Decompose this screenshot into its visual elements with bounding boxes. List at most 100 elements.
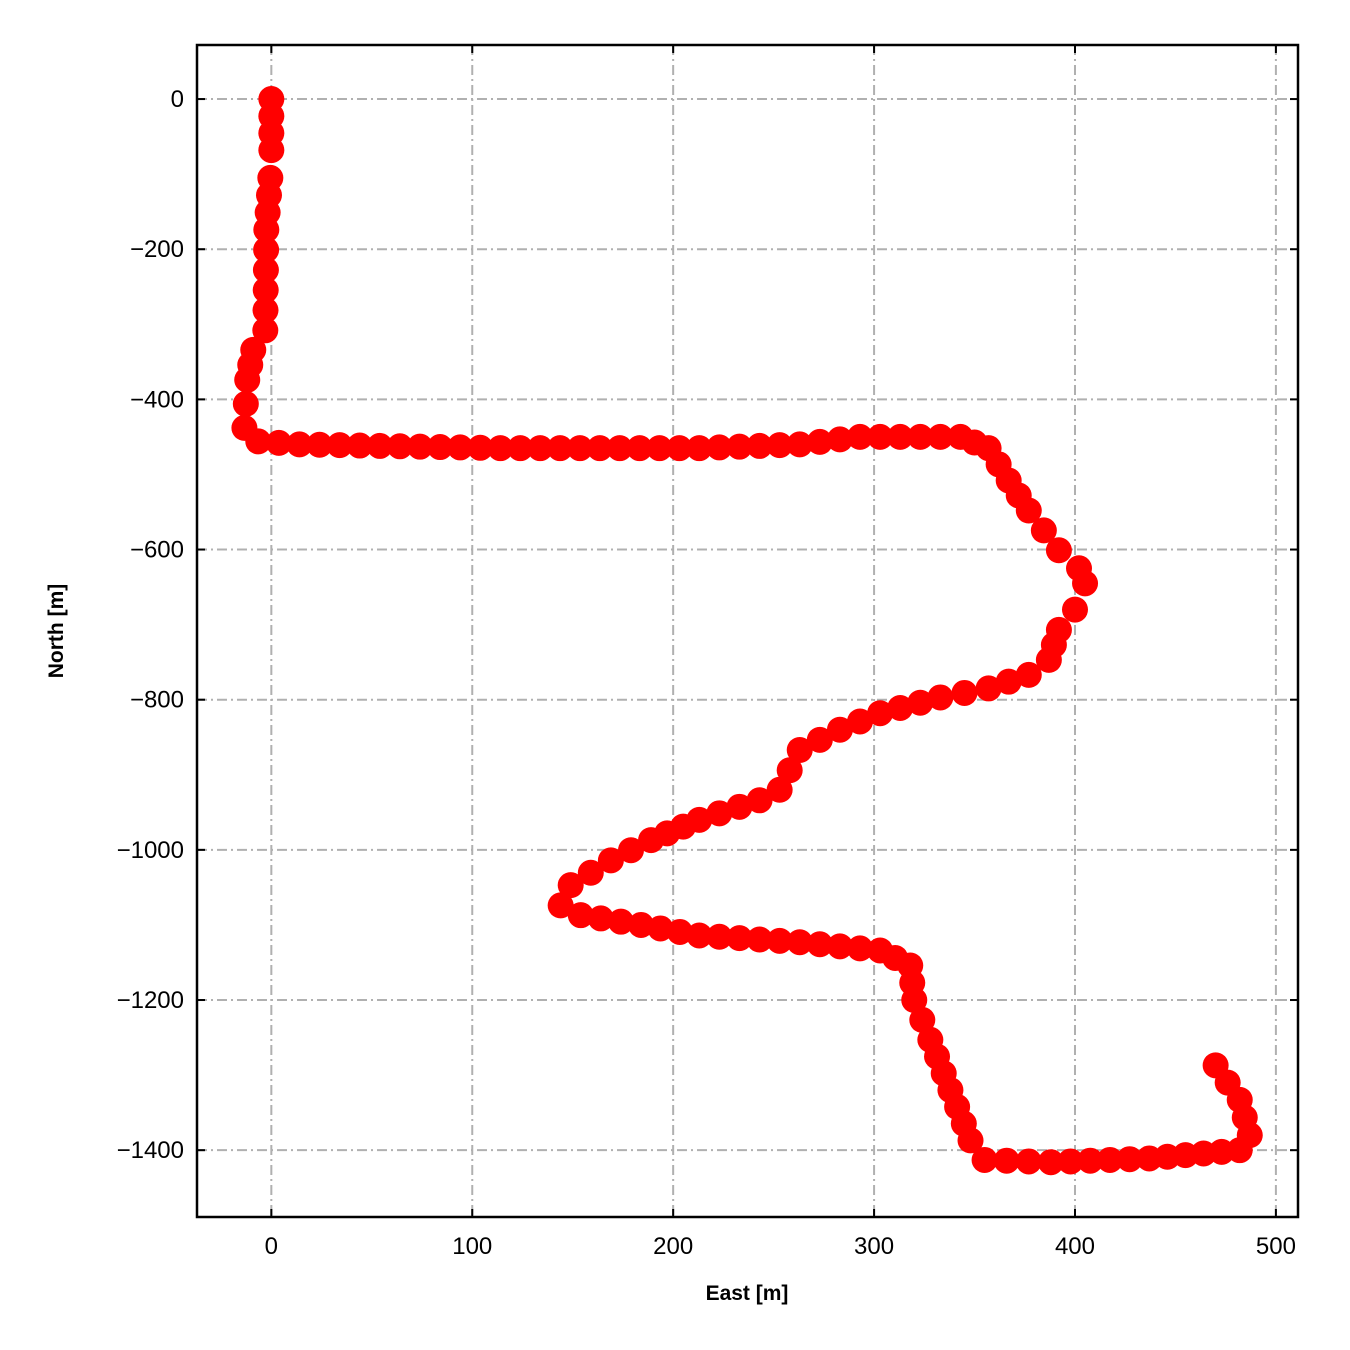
trajectory-point [252,297,279,324]
trajectory-point [265,429,292,456]
trajectory-point [587,905,614,932]
trajectory-point [1030,517,1057,544]
trajectory-point [646,435,673,462]
trajectory-point [927,684,954,711]
trajectory-point [1096,1146,1123,1173]
x-tick-label: 500 [1256,1233,1296,1260]
trajectory-points [231,86,1263,1176]
trajectory-point [258,137,285,164]
trajectory-point [366,432,393,459]
trajectory-point [566,435,593,462]
trajectory-point [638,827,665,854]
trajectory-point [766,776,793,803]
trajectory-point [726,793,753,820]
trajectory-point [232,390,259,417]
trajectory-point [628,911,655,938]
trajectory-point [907,423,934,450]
trajectory-point [806,726,833,753]
trajectory-point [746,926,773,953]
trajectory-point [995,668,1022,695]
grid [197,45,1298,1217]
trajectory-point [927,423,954,450]
trajectory-point [786,929,813,956]
x-tick-label: 400 [1055,1233,1095,1260]
trajectory-point [252,256,279,283]
trajectory-point [971,1146,998,1173]
ticks: 0 100 200 300 400 500 0 −200 −400 −600 −800 −1000 −1… [117,45,1298,1260]
trajectory-point [567,902,594,929]
trajectory-point [1202,1052,1229,1079]
trajectory-point [617,837,644,864]
trajectory-point [746,787,773,814]
trajectory-point [826,426,853,453]
x-tick-label: 300 [854,1233,894,1260]
y-tick-label: −200 [130,236,184,263]
trajectory-point [597,847,624,874]
y-tick-label: −1000 [117,837,184,864]
trajectory-point [1072,570,1099,597]
y-tick-label: 0 [171,86,184,113]
trajectory-point [901,987,928,1014]
trajectory-point [993,1147,1020,1174]
trajectory-point [346,432,373,459]
trajectory-point [957,1127,984,1154]
trajectory-point [826,933,853,960]
y-tick-label: −800 [130,687,184,714]
trajectory-point [252,317,279,344]
trajectory-point [907,689,934,716]
trajectory-point [1015,1148,1042,1175]
trajectory-point [776,757,803,784]
trajectory-point [1015,661,1042,688]
trajectory-point [666,918,693,945]
trajectory-point [706,923,733,950]
trajectory-point [647,915,674,942]
trajectory-point [487,435,514,462]
y-tick-label: −1200 [117,987,184,1014]
y-axis-label: North [m] [45,584,68,678]
trajectory-point [507,435,534,462]
trajectory-point [427,434,454,461]
trajectory-point [766,927,793,954]
trajectory-point [253,216,280,243]
trajectory-point [1116,1146,1143,1173]
trajectory-point [806,428,833,455]
trajectory-point [706,434,733,461]
trajectory-point [447,434,474,461]
trajectory-point [746,432,773,459]
trajectory-point [286,431,313,458]
trajectory-point [527,435,554,462]
trajectory-point [847,423,874,450]
trajectory-point [786,737,813,764]
x-axis-label: East [m] [706,1282,789,1305]
trajectory-point [577,859,604,886]
trajectory-point [806,931,833,958]
trajectory-point [326,432,353,459]
y-tick-label: −1400 [117,1137,184,1164]
plot-frame [195,43,1300,1219]
trajectory-point [887,694,914,721]
trajectory-point [867,423,894,450]
trajectory-point [887,423,914,450]
trajectory-point [726,433,753,460]
trajectory-point [909,1006,936,1033]
x-tick-label: 100 [452,1233,492,1260]
trajectory-point [686,922,713,949]
trajectory-point [1061,596,1088,623]
trajectory-point [547,892,574,919]
y-tick-label: −400 [130,386,184,413]
trajectory-point [786,431,813,458]
trajectory-point [586,435,613,462]
trajectory-point [826,716,853,743]
trajectory-point [234,366,261,393]
trajectory-point [666,435,693,462]
trajectory-point [867,700,894,727]
x-tick-label: 0 [265,1233,278,1260]
trajectory-point [253,236,280,263]
trajectory-point [407,433,434,460]
trajectory-point [706,800,733,827]
trajectory-point [252,277,279,304]
trajectory-point [386,433,413,460]
y-tick-label: −600 [130,537,184,564]
trajectory-point [467,434,494,461]
